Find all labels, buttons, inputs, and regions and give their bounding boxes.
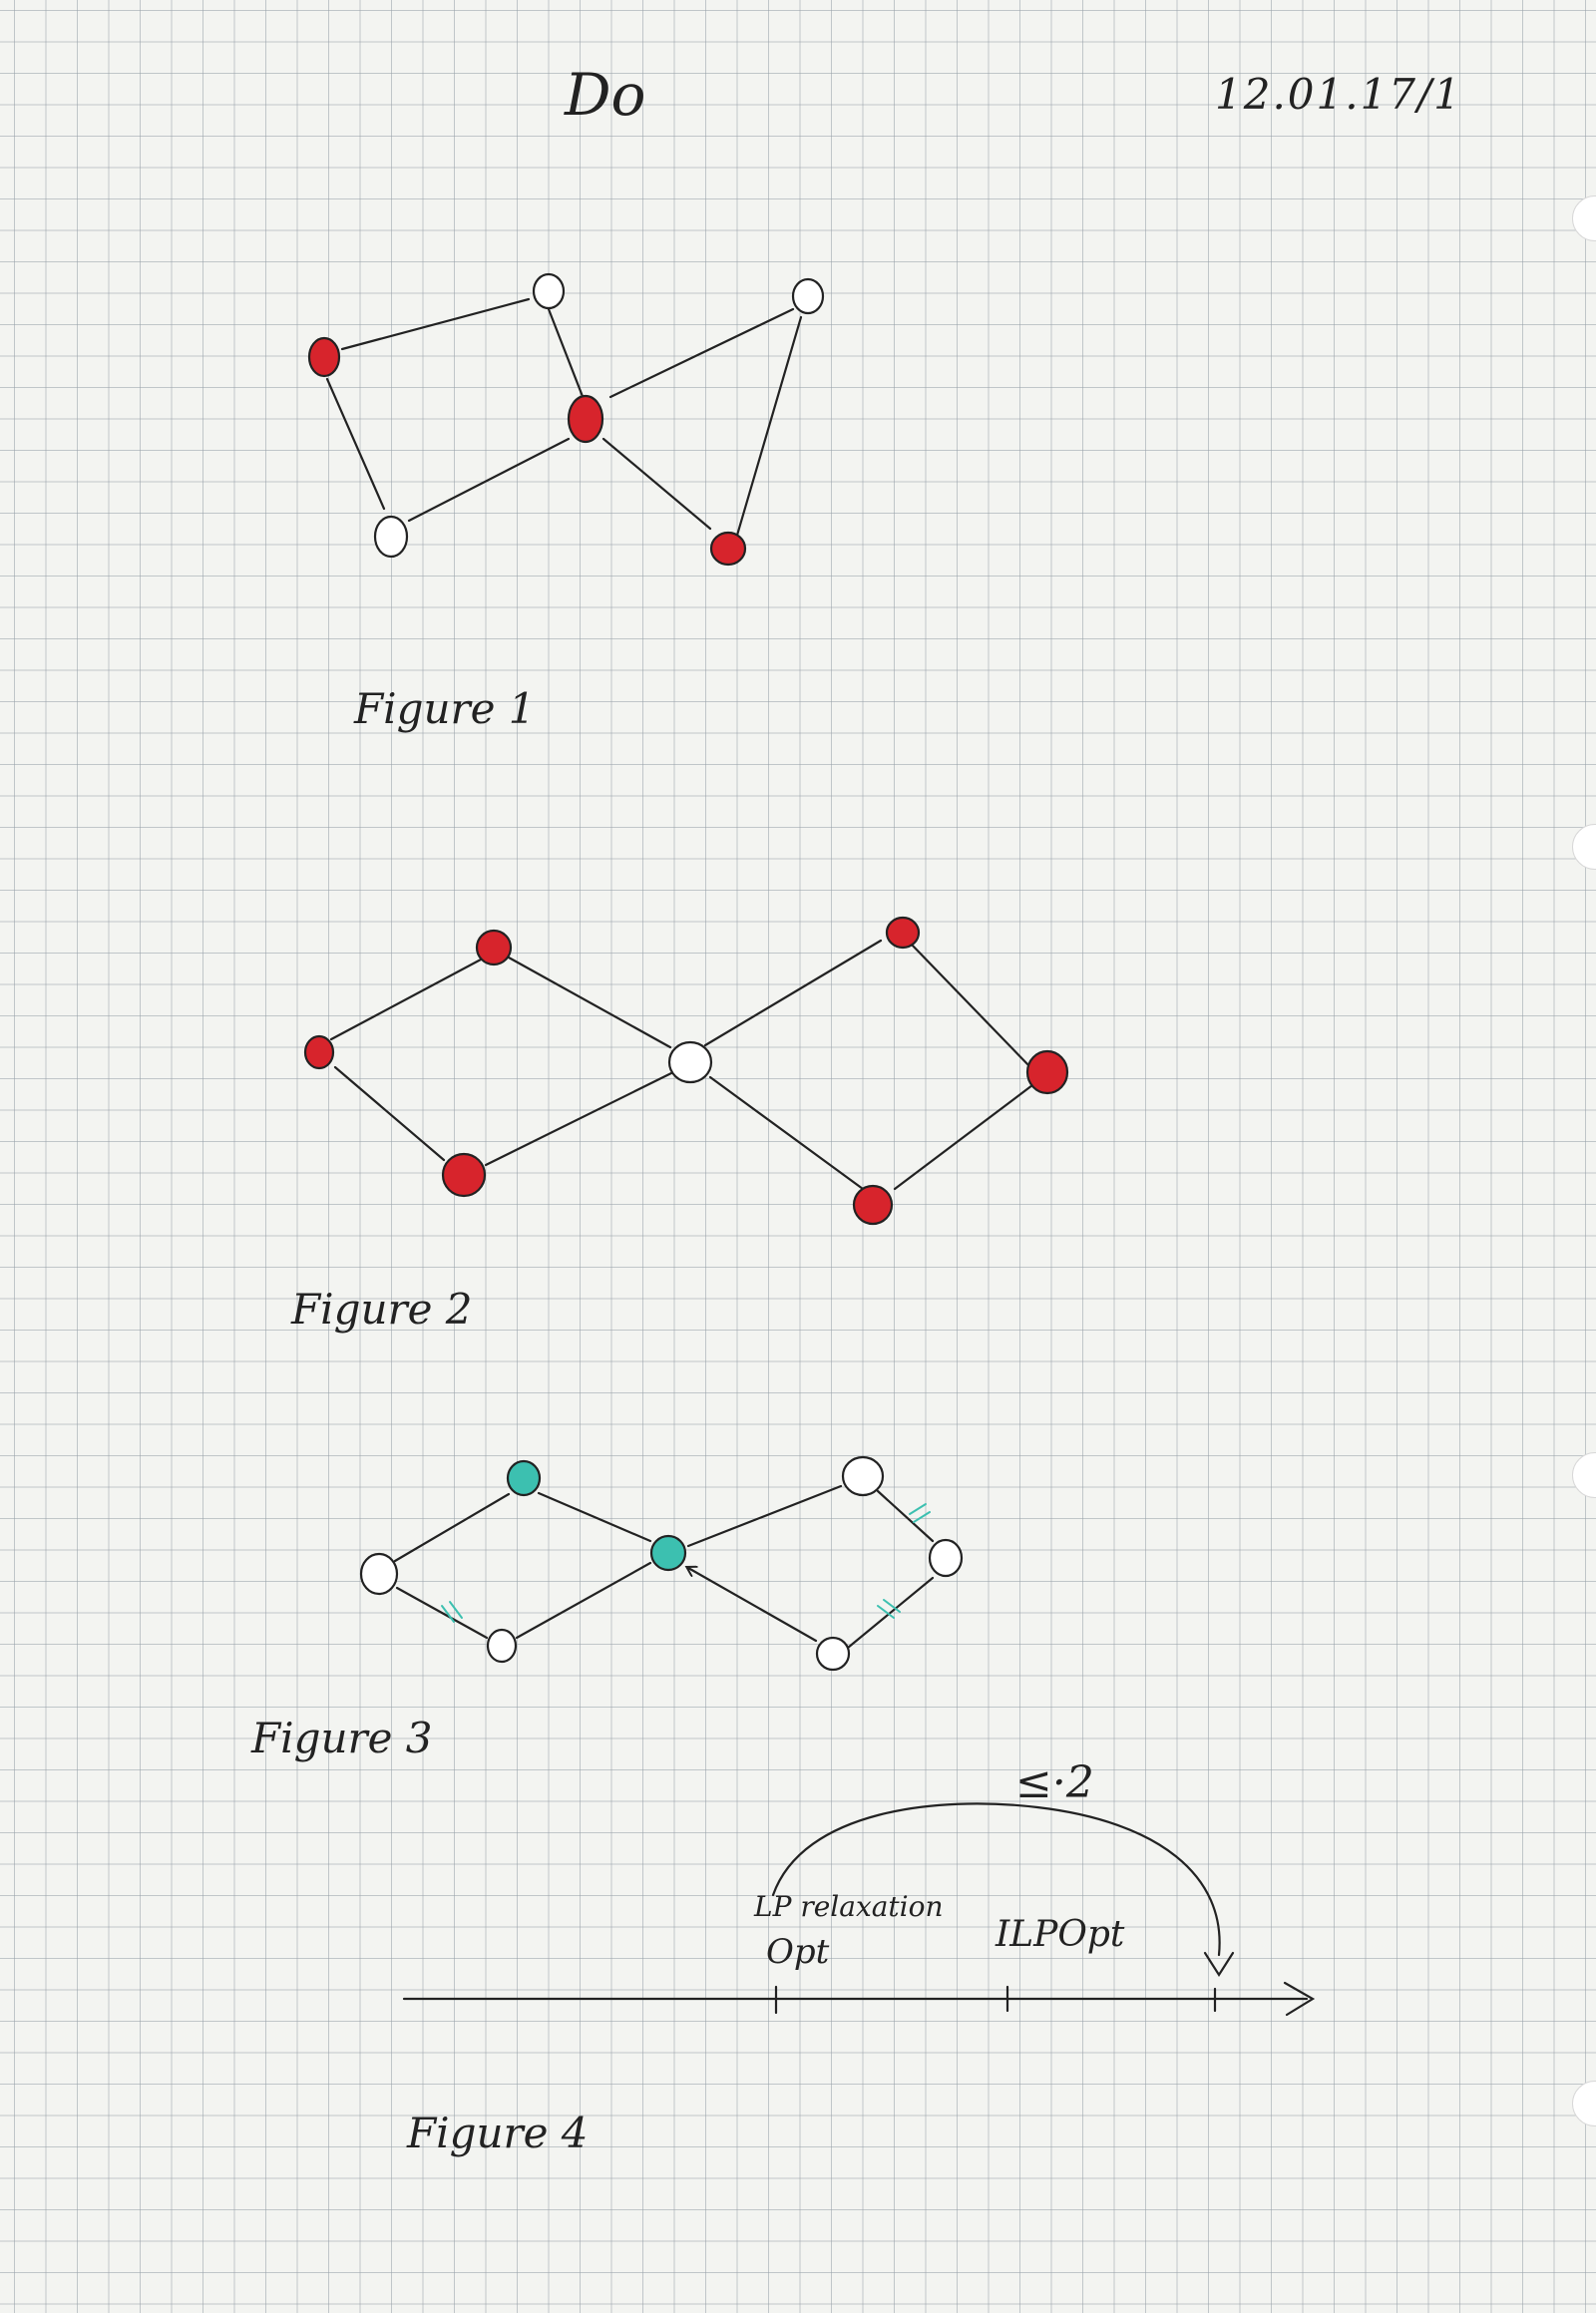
fig3-arc <box>688 1568 818 1643</box>
fig2-edge <box>893 1083 1034 1191</box>
fig1-edge <box>608 307 795 399</box>
fig1-vertex-red <box>709 531 747 567</box>
fig1-vertex-white <box>532 272 566 310</box>
fig3-edge <box>395 1586 489 1640</box>
lp-relaxation-label: LP relaxation <box>754 1890 944 1923</box>
bound-arc <box>771 1802 1221 1957</box>
figure-2-caption: Figure 2 <box>291 1285 473 1334</box>
fig2-edge <box>908 941 1032 1069</box>
fig3-vertex-white <box>815 1636 851 1672</box>
fig1-vertex-red <box>307 336 341 378</box>
figure-3-caption: Figure 3 <box>251 1714 433 1762</box>
fig2-vertex-red <box>852 1184 894 1226</box>
figure-1-graph <box>307 272 825 567</box>
page-date: 12.01.17/1 <box>1215 70 1462 119</box>
fig3-vertex-white <box>486 1628 518 1664</box>
fig2-vertex-red <box>475 929 513 966</box>
fig2-edge <box>507 956 672 1049</box>
fig3-edge <box>876 1489 935 1543</box>
fig2-edge <box>329 958 483 1041</box>
figure-4-number-line <box>402 1802 1316 2017</box>
axis-arrow-icon <box>1283 1981 1316 2017</box>
fig1-vertex-white <box>373 515 409 559</box>
fig1-edge <box>325 377 386 511</box>
fig2-vertex-white <box>667 1040 713 1084</box>
fig2-edge <box>484 1070 675 1167</box>
ilp-opt-label: ILPOpt <box>996 1914 1125 1955</box>
fig1-vertex-red <box>567 394 604 444</box>
fig2-vertex-red <box>303 1034 335 1070</box>
fig3-edge <box>846 1576 935 1650</box>
figure-4-caption: Figure 4 <box>407 2109 589 2157</box>
fig3-edge <box>393 1492 511 1563</box>
bound-arc-head-icon <box>1203 1951 1235 1978</box>
fig3-edge <box>515 1561 652 1640</box>
fig2-vertex-red <box>885 916 921 950</box>
fig1-edge <box>407 437 571 523</box>
fig3-edge <box>537 1491 652 1543</box>
fig3-vertex-teal <box>506 1459 542 1497</box>
fig2-edge <box>333 1065 446 1162</box>
approximation-bound-label: ≤·2 <box>1015 1757 1094 1808</box>
fig2-vertex-red <box>441 1152 487 1198</box>
figure-3-graph <box>359 1455 964 1672</box>
fig1-edge <box>734 315 803 541</box>
figure-2-graph <box>303 916 1069 1226</box>
fig1-edge <box>601 437 712 531</box>
fig3-edge <box>686 1484 843 1548</box>
fig1-edge <box>340 297 531 351</box>
fig2-vertex-red <box>1025 1049 1069 1095</box>
fig1-vertex-white <box>791 277 825 315</box>
fig3-vertex-white <box>359 1552 399 1596</box>
fig3-vertex-white <box>841 1455 885 1497</box>
fig2-edge <box>708 1075 865 1191</box>
fig2-edge <box>703 939 883 1047</box>
fig1-edge <box>547 307 586 401</box>
page-title: Do <box>565 61 646 129</box>
fig3-vertex-teal <box>649 1534 687 1572</box>
opt-label: Opt <box>766 1932 830 1972</box>
fig3-vertex-white <box>928 1538 964 1578</box>
figure-1-caption: Figure 1 <box>354 684 536 733</box>
fig3-edge-marks <box>441 1503 931 1623</box>
